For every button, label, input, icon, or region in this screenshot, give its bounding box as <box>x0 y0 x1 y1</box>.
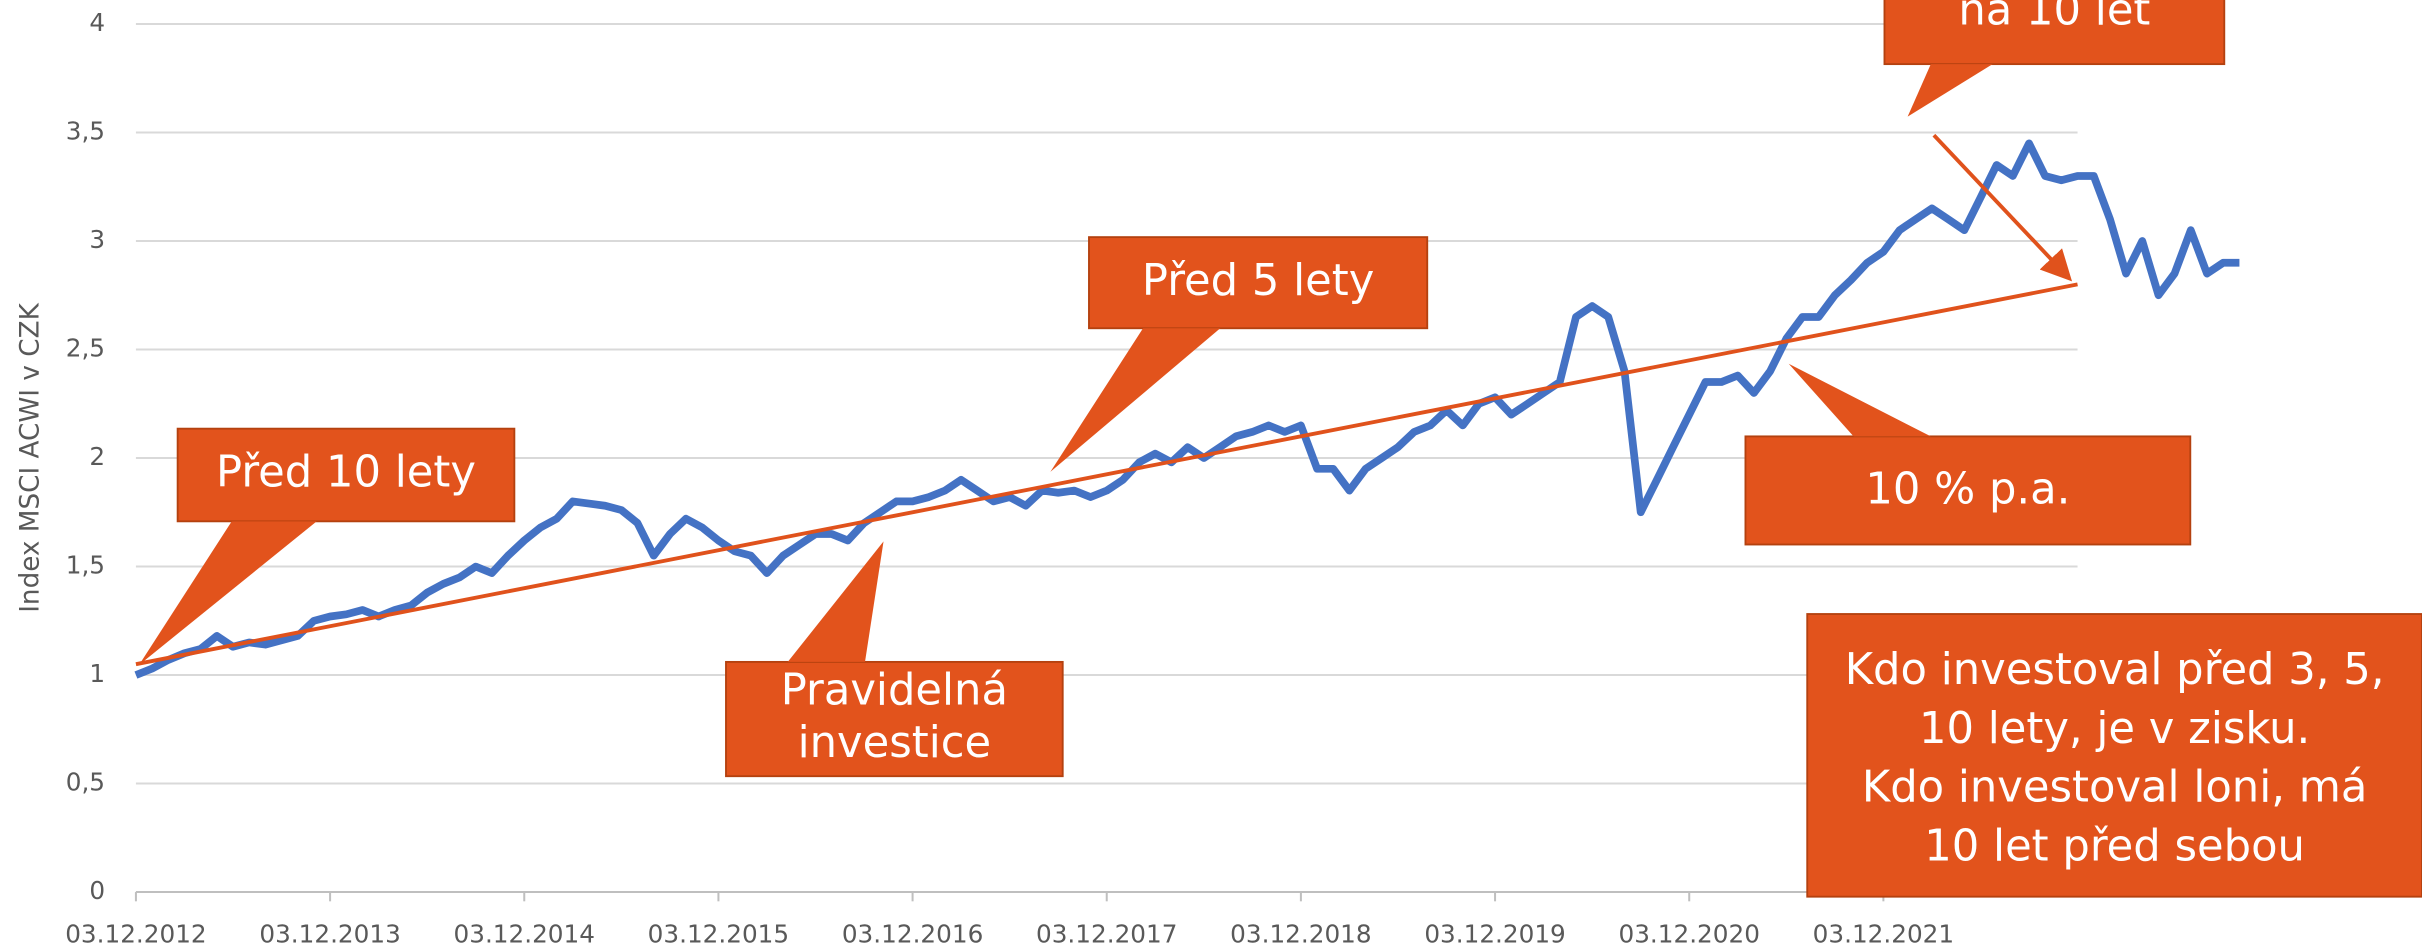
x-tick-label: 03.12.2017 <box>1036 919 1177 948</box>
callout-box <box>176 427 516 523</box>
callout-box <box>1088 236 1429 330</box>
callout-text: Kdo investoval loni, má <box>1862 763 2368 813</box>
callout-box <box>1744 435 2192 546</box>
callout: 10 % p.a. <box>1744 363 2192 546</box>
callout-tail <box>1788 363 1931 437</box>
callout-text: 10 % p.a. <box>1865 464 2070 514</box>
x-tick-label: 03.12.2012 <box>65 919 206 948</box>
x-tick-label: 03.12.2021 <box>1813 919 1954 948</box>
callout: Kdo investoval před 3, 5, 10 lety, je v z… <box>1806 613 2422 898</box>
callout-tail <box>787 541 884 662</box>
x-tick-label: 03.12.2014 <box>454 919 595 948</box>
y-tick-label: 0,5 <box>66 768 105 797</box>
callout-text: Kdo investoval před 3, 5, <box>1845 645 2385 695</box>
callout-text: Před 10 lety <box>216 448 476 498</box>
x-tick-label: 03.12.2019 <box>1424 919 1565 948</box>
callout: Před 5 lety <box>1050 236 1429 472</box>
callout-text: Před 5 lety <box>1142 256 1374 306</box>
x-tick-label: 03.12.2018 <box>1230 919 1371 948</box>
callout-box <box>1883 0 2226 66</box>
y-axis-title: Index MSCI ACWI v CZK <box>15 302 45 612</box>
y-tick-label: 3,5 <box>66 116 105 145</box>
y-tick-label: 4 <box>89 8 105 37</box>
data-line <box>134 139 2240 679</box>
callout-text: na 10 let <box>1958 0 2150 36</box>
y-tick-label: 2 <box>89 442 105 471</box>
callout: Před 10 lety <box>139 427 516 665</box>
arrow <box>1932 133 2073 282</box>
callout-tail <box>1050 328 1221 472</box>
callout-box <box>1806 613 2422 898</box>
x-tick-label: 03.12.2013 <box>259 919 400 948</box>
x-tick-label: 03.12.2020 <box>1618 919 1759 948</box>
callout-text: investice <box>798 718 992 768</box>
y-tick-label: 1 <box>89 659 105 688</box>
callout-text: 10 let před sebou <box>1924 821 2305 871</box>
x-tick-label: 03.12.2015 <box>648 919 789 948</box>
y-tick-label: 0 <box>89 876 105 905</box>
y-tick-label: 2,5 <box>66 333 105 362</box>
x-tick-label: 03.12.2016 <box>842 919 983 948</box>
callout: na 10 let <box>1883 0 2226 117</box>
trend-line <box>135 282 2078 667</box>
y-tick-label: 3 <box>89 225 105 254</box>
y-tick-label: 1,5 <box>66 551 105 580</box>
callout-text: Pravidelná <box>781 665 1008 715</box>
callout-text: 10 lety, je v zisku. <box>1919 704 2310 754</box>
callout-tail <box>1907 64 1993 117</box>
callout-box <box>725 660 1064 778</box>
